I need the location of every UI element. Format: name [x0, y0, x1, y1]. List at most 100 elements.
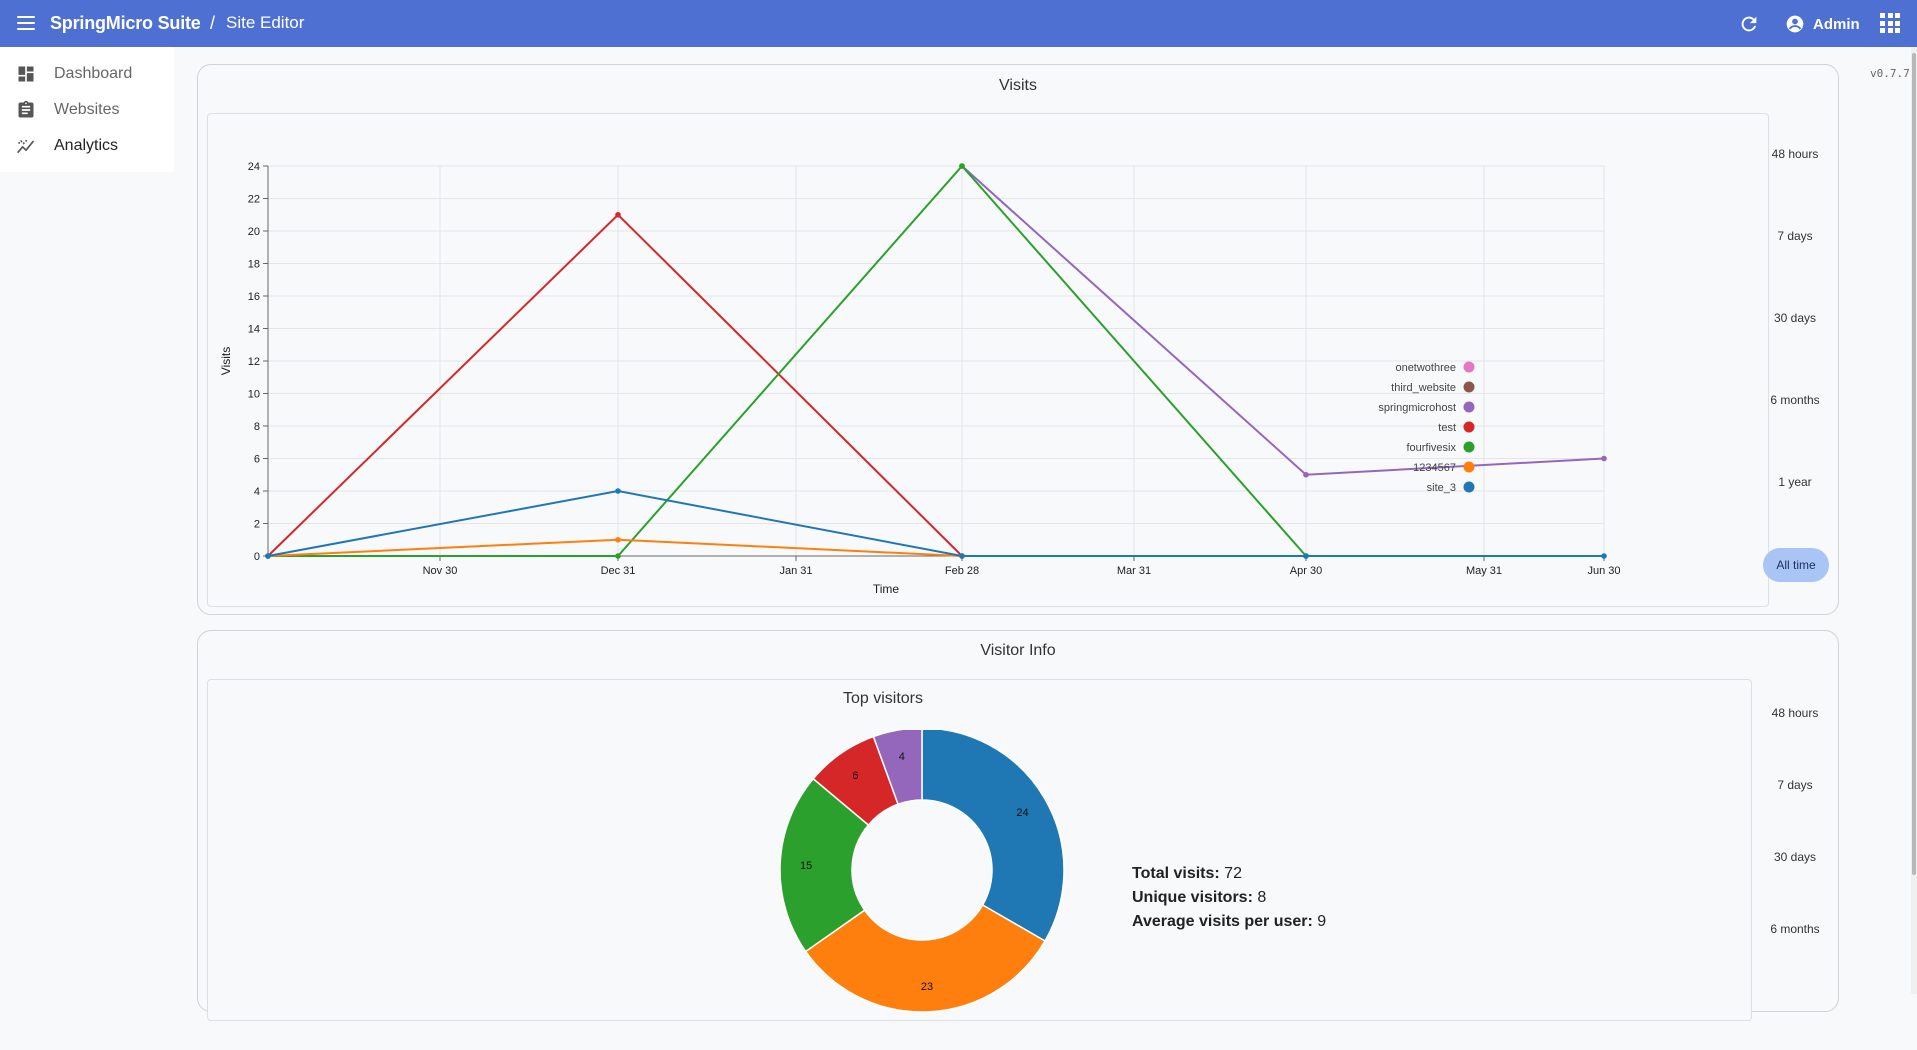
visits-chart-panel: 0 2 4 6 8 10 12 14 16 18 20 22 24 Nov 30 Dec 31 Jan 31 F…: [207, 113, 1769, 607]
visits-card-title: Visits: [999, 77, 1037, 94]
sidebar-item-websites[interactable]: Websites: [0, 93, 174, 127]
sidebar-item-analytics[interactable]: Analytics: [0, 129, 174, 163]
unique-visitors-label: Unique visitors:: [1132, 889, 1253, 906]
donut-value-label: 4: [899, 751, 905, 763]
account-circle-icon: [1786, 15, 1804, 33]
avg-visits-label: Average visits per user:: [1132, 913, 1313, 930]
y-axis-label: Visits: [219, 347, 233, 375]
y-tick-label: 6: [254, 454, 260, 466]
visitor-stats: Total visits: 72 Unique visitors: 8 Aver…: [1132, 862, 1326, 934]
x-axis-label: Time: [873, 582, 900, 596]
avg-visits-value: 9: [1317, 913, 1327, 930]
top-app-bar: SpringMicro Suite / Site Editor Admin: [0, 0, 1917, 47]
donut-value-label: 24: [1016, 807, 1028, 819]
range-all-time[interactable]: All time: [1763, 548, 1829, 582]
legend-label-third_website: third_website: [1391, 382, 1456, 394]
series-line-fourfivesix: [268, 164, 1307, 557]
legend-swatch-third_website: [1463, 381, 1475, 393]
y-tick-label: 10: [248, 389, 260, 401]
legend-label-springmicrohost: springmicrohost: [1378, 402, 1456, 414]
legend-swatch-test: [1463, 421, 1475, 433]
visits-card: Visits 0 2 4 6 8 10 12 14 16 18 20 22 24 Nov 30 Dec 31…: [197, 64, 1839, 615]
data-point-test: [615, 211, 621, 218]
x-tick-label: Apr 30: [1290, 565, 1322, 577]
range-48-hours[interactable]: 48 hours: [1771, 147, 1819, 161]
legend-swatch-springmicrohost: [1463, 401, 1475, 413]
data-point-1234567: [615, 536, 621, 543]
x-tick-label: Feb 28: [945, 565, 979, 577]
series-line-springmicrohost: [961, 165, 1605, 476]
data-point-site_3: [1601, 553, 1607, 559]
y-tick-label: 12: [248, 356, 260, 368]
breadcrumb-site-editor[interactable]: Site Editor: [226, 13, 305, 32]
legend-label-onetwothree: onetwothree: [1395, 362, 1456, 374]
version-label: v0.7.7: [1870, 67, 1910, 80]
y-tick-label: 16: [248, 291, 260, 303]
y-tick-label: 0: [254, 551, 260, 563]
sidebar-item-label: Dashboard: [54, 65, 133, 82]
data-point-fourfivesix: [615, 553, 621, 559]
visitor-range-7-days[interactable]: 7 days: [1777, 778, 1813, 792]
range-6-months[interactable]: 6 months: [1770, 393, 1820, 407]
total-visits-row: Total visits: 72: [1132, 862, 1326, 886]
x-tick-label: Mar 31: [1117, 565, 1151, 577]
total-visits-label: Total visits:: [1132, 865, 1220, 882]
x-tick-label: Nov 30: [423, 565, 458, 577]
top-visitors-title: Top visitors: [842, 690, 924, 707]
range-7-days[interactable]: 7 days: [1777, 229, 1813, 243]
y-tick-label: 22: [248, 194, 260, 206]
range-1-year[interactable]: 1 year: [1778, 475, 1812, 489]
donut-slice-fourfivesix: [779, 777, 870, 953]
donut-value-label: 6: [852, 770, 858, 782]
data-point-site_3: [959, 553, 965, 559]
apps-grid-icon[interactable]: [1880, 13, 1900, 33]
y-tick-label: 18: [248, 259, 260, 271]
x-tick-label: Jun 30: [1587, 565, 1620, 577]
x-tick-label: Dec 31: [601, 565, 636, 577]
legend-label-site_3: site_3: [1427, 482, 1456, 494]
legend-swatch-fourfivesix: [1463, 441, 1475, 453]
user-menu[interactable]: Admin: [1785, 12, 1860, 36]
clipboard-icon: [18, 100, 34, 118]
y-tick-label: 14: [248, 324, 260, 336]
donut-slice-springmicrohost: [872, 730, 923, 806]
data-point-fourfivesix: [959, 163, 965, 169]
x-tick-label: May 31: [1466, 565, 1502, 577]
sidebar-item-label: Websites: [54, 101, 120, 118]
refresh-icon[interactable]: [1738, 13, 1760, 35]
page-scrollbar[interactable]: [1911, 47, 1917, 994]
data-point-site_3: [265, 553, 271, 559]
series-line-1234567: [267, 538, 963, 557]
visitor-range-6-months[interactable]: 6 months: [1770, 922, 1820, 936]
legend-label-fourfivesix: fourfivesix: [1406, 442, 1456, 454]
visitor-range-48-hours[interactable]: 48 hours: [1771, 706, 1819, 720]
y-tick-label: 24: [248, 161, 260, 173]
unique-visitors-value: 8: [1257, 889, 1267, 906]
legend-label-test: test: [1438, 422, 1456, 434]
breadcrumb-separator: /: [210, 13, 216, 33]
y-tick-label: 2: [254, 519, 260, 531]
menu-icon[interactable]: [14, 12, 38, 34]
sidebar: Dashboard Websites Analytics: [0, 47, 174, 172]
user-name: Admin: [1813, 15, 1860, 33]
visitor-range-30-days[interactable]: 30 days: [1773, 850, 1817, 864]
series-line-test: [267, 213, 963, 557]
app-brand[interactable]: SpringMicro Suite: [50, 13, 201, 33]
sidebar-item-dashboard[interactable]: Dashboard: [0, 57, 174, 91]
y-tick-label: 20: [248, 226, 260, 238]
avg-visits-row: Average visits per user: 9: [1132, 910, 1326, 934]
donut-value-label: 23: [921, 981, 933, 993]
visitor-info-card: Visitor Info Top visitors 24 23 15 6 4 48 ho…: [197, 630, 1839, 1021]
donut-slice-site_3: [921, 730, 1065, 943]
visitor-info-title: Visitor Info: [980, 642, 1056, 659]
y-tick-label: 4: [254, 486, 260, 498]
analytics-icon: [17, 139, 35, 154]
range-30-days[interactable]: 30 days: [1773, 311, 1817, 325]
data-point-springmicrohost: [1303, 471, 1309, 478]
legend-label-1234567: 1234567: [1413, 462, 1456, 474]
legend-swatch-onetwothree: [1463, 361, 1475, 373]
legend-swatch-site_3: [1463, 481, 1475, 493]
dashboard-icon: [18, 66, 34, 82]
scrollbar-thumb[interactable]: [1912, 53, 1916, 875]
